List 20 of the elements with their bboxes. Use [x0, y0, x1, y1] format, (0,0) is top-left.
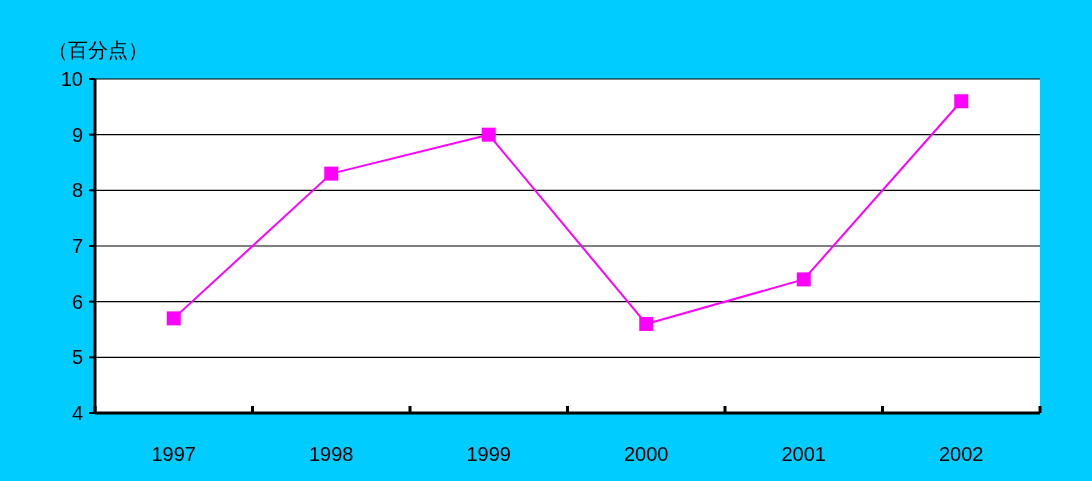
- y-tick-label: 7: [71, 235, 83, 257]
- y-tick-label: 8: [71, 179, 83, 202]
- point: [796, 272, 811, 287]
- point: [166, 311, 181, 326]
- point: [639, 316, 654, 331]
- x-tick-label: 1997: [151, 443, 196, 465]
- point: [324, 166, 339, 181]
- y-tick-label: 4: [71, 402, 83, 424]
- x-tick-label: 2000: [624, 443, 669, 465]
- x-tick-label: 1999: [466, 443, 511, 465]
- y-tick-label: 9: [71, 123, 83, 146]
- y-tick-label: 6: [71, 290, 83, 313]
- point: [481, 127, 496, 142]
- x-tick-label: 2002: [939, 443, 984, 465]
- point: [954, 94, 969, 109]
- y-tick-label: 5: [71, 346, 83, 369]
- y-axis-title: （百分点）: [48, 39, 148, 61]
- x-tick-label: 2001: [781, 443, 826, 465]
- x-tick-label: 1998: [309, 443, 354, 465]
- y-tick-label: 10: [60, 68, 83, 90]
